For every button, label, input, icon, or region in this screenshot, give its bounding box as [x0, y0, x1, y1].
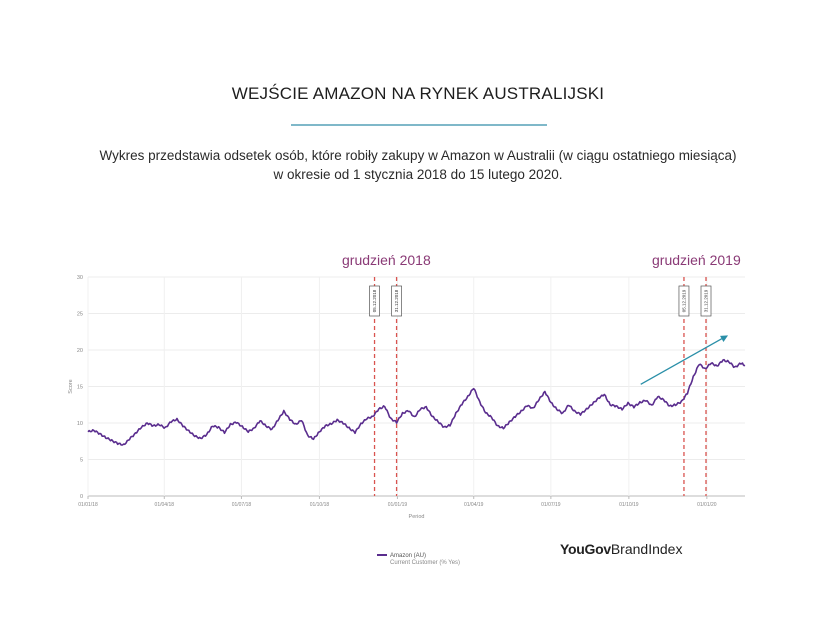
x-tick-label: 01/01/19 [388, 502, 408, 508]
x-tick-label: 01/07/19 [541, 502, 561, 508]
annotation-dec-2019: grudzień 2019 [652, 252, 741, 268]
logo-bold-text: YouGov [560, 541, 611, 557]
y-tick-label: 0 [80, 494, 83, 500]
event-marker-box [678, 285, 690, 317]
event-marker-box [391, 285, 402, 317]
x-axis-label: Period [409, 514, 425, 520]
event-marker-box [700, 285, 712, 317]
y-tick-label: 20 [77, 348, 83, 354]
series-line-amazon-au [87, 358, 746, 446]
title-underline [291, 124, 547, 126]
x-tick-label: 01/04/19 [464, 502, 484, 508]
y-axis-label: Score [68, 379, 74, 393]
annotation-dec-2018: grudzień 2018 [342, 252, 431, 268]
chart-legend: Amazon (AU) Current Customer (% Yes) [377, 553, 460, 567]
y-tick-label: 25 [77, 312, 83, 318]
event-marker-label: 05.12.2018 [372, 289, 377, 312]
event-marker-label: 05.12.2019 [681, 289, 686, 312]
x-tick-label: 01/07/18 [232, 502, 252, 508]
logo-light-text: BrandIndex [610, 541, 683, 557]
legend-sub-label: Current Customer (% Yes) [390, 560, 461, 566]
event-marker-label: 31.12.2018 [394, 289, 399, 312]
y-tick-label: 5 [80, 458, 83, 464]
x-tick-label: 01/10/18 [310, 502, 330, 508]
legend-swatch [377, 554, 387, 557]
x-tick-label: 01/10/19 [619, 502, 639, 508]
description-line-2: w okresie od 1 stycznia 2018 do 15 luteg… [273, 167, 563, 182]
trend-arrow-head [720, 335, 729, 342]
x-tick-label: 01/04/18 [155, 502, 175, 508]
yougov-brandindex-logo: YouGovBrandIndex [560, 541, 682, 557]
trend-arrow-line [640, 336, 725, 385]
legend-series-label: Amazon (AU) [390, 553, 427, 559]
page-title: WEJŚCIE AMAZON NA RYNEK AUSTRALIJSKI [231, 84, 605, 103]
description-line-1: Wykres przedstawia odsetek osób, które r… [99, 148, 737, 163]
chart-description: Wykres przedstawia odsetek osób, które r… [40, 146, 796, 184]
y-tick-label: 15 [77, 385, 83, 391]
event-marker-box [369, 285, 380, 317]
x-tick-label: 01/01/18 [78, 502, 98, 508]
x-tick-label: 01/01/20 [697, 502, 717, 508]
event-marker-label: 31.12.2019 [704, 289, 709, 312]
y-tick-label: 10 [77, 421, 83, 427]
y-tick-label: 30 [77, 275, 83, 281]
